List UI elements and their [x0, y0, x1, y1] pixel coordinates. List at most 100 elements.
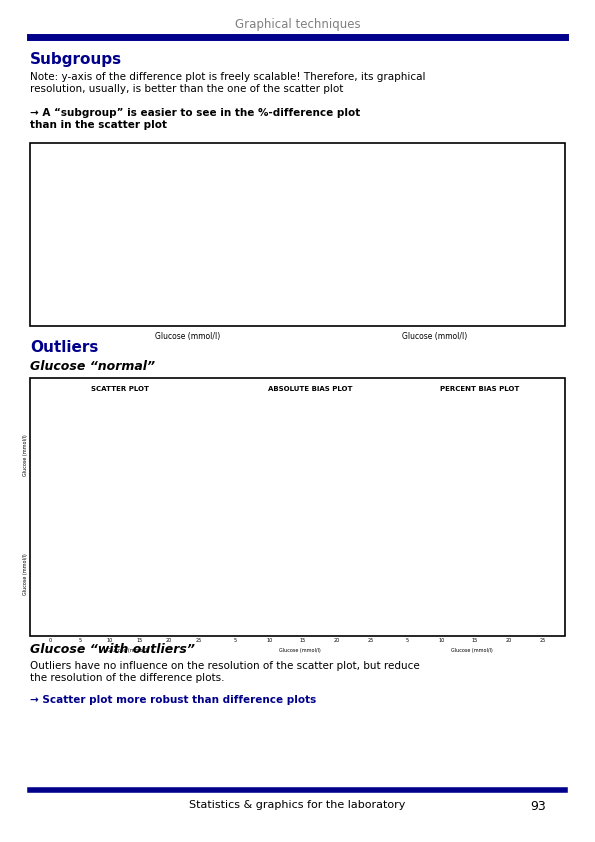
- Point: [219, 200, 228, 213]
- Point: [337, 568, 346, 582]
- Point: [440, 449, 449, 462]
- Point: [96, 470, 105, 483]
- Point: [472, 455, 481, 468]
- Point: [361, 226, 371, 240]
- Point: [373, 176, 383, 189]
- Point: [444, 462, 454, 476]
- Point: [329, 433, 339, 446]
- Point: [124, 450, 134, 464]
- Text: Outliers: Outliers: [30, 340, 98, 355]
- Point: [246, 442, 256, 456]
- Point: [315, 440, 325, 453]
- X-axis label: Glucose (mmol/l): Glucose (mmol/l): [107, 648, 148, 653]
- Point: [511, 568, 521, 581]
- Point: [521, 451, 531, 465]
- Point: [136, 437, 145, 450]
- Point: [427, 468, 437, 482]
- Point: [180, 405, 189, 418]
- Point: [413, 221, 422, 235]
- Point: [509, 567, 518, 580]
- Point: [202, 212, 212, 226]
- Point: [340, 232, 350, 245]
- Point: [406, 566, 415, 579]
- Point: [472, 221, 481, 234]
- Point: [74, 487, 84, 500]
- Point: [483, 466, 493, 480]
- Point: [450, 608, 459, 621]
- Point: [516, 568, 526, 582]
- Point: [430, 568, 439, 581]
- Point: [472, 440, 482, 453]
- Point: [520, 449, 530, 462]
- Point: [125, 567, 134, 580]
- Point: [486, 456, 495, 469]
- Point: [317, 568, 327, 581]
- Point: [430, 219, 440, 232]
- Point: [180, 527, 190, 541]
- Point: [171, 532, 180, 546]
- Point: [115, 266, 125, 280]
- Point: [386, 225, 395, 238]
- Point: [446, 219, 456, 232]
- Point: [367, 237, 377, 250]
- Point: [349, 188, 359, 201]
- Point: [90, 289, 100, 302]
- Text: ABSOLUTE BIAS PLOT: ABSOLUTE BIAS PLOT: [268, 386, 352, 392]
- Point: [403, 534, 412, 547]
- Point: [225, 568, 234, 581]
- Text: → Scatter plot more robust than difference plots: → Scatter plot more robust than differen…: [30, 695, 317, 705]
- Point: [489, 567, 499, 580]
- Point: [390, 568, 400, 581]
- Point: [426, 461, 436, 474]
- Point: [266, 566, 275, 579]
- Point: [286, 440, 296, 454]
- Point: [257, 174, 267, 188]
- Point: [521, 568, 531, 581]
- Point: [249, 568, 259, 582]
- Point: [161, 419, 171, 433]
- Point: [249, 567, 258, 580]
- Point: [306, 445, 315, 458]
- Point: [364, 226, 373, 239]
- Point: [365, 565, 375, 578]
- Point: [287, 569, 296, 583]
- Point: [459, 217, 469, 231]
- Point: [381, 464, 391, 477]
- Point: [492, 569, 502, 583]
- Point: [250, 568, 260, 582]
- Point: [70, 605, 80, 619]
- Point: [459, 565, 468, 578]
- Point: [299, 474, 309, 488]
- Point: [231, 547, 240, 561]
- Point: [328, 429, 338, 443]
- Point: [118, 270, 127, 284]
- Point: [159, 241, 168, 254]
- Point: [325, 428, 335, 441]
- Point: [169, 536, 178, 550]
- Point: [314, 569, 323, 583]
- Point: [416, 221, 426, 235]
- Point: [480, 221, 490, 235]
- Point: [330, 466, 340, 480]
- Point: [56, 616, 65, 629]
- X-axis label: Glucose (mmol/l): Glucose (mmol/l): [278, 535, 320, 539]
- X-axis label: Glucose (mmol/l): Glucose (mmol/l): [450, 535, 493, 539]
- Point: [222, 568, 231, 581]
- Point: [394, 568, 404, 582]
- Point: [500, 566, 509, 579]
- Point: [162, 419, 171, 433]
- Point: [109, 577, 118, 590]
- Point: [402, 461, 411, 475]
- Point: [75, 580, 84, 594]
- Point: [197, 216, 206, 230]
- Point: [480, 450, 490, 464]
- Point: [335, 170, 345, 184]
- Point: [516, 230, 525, 243]
- Point: [381, 568, 391, 582]
- Point: [96, 285, 105, 299]
- Y-axis label: Glucose (mmol/l): Glucose (mmol/l): [23, 434, 29, 476]
- Point: [74, 483, 83, 497]
- Point: [305, 468, 315, 482]
- Point: [61, 493, 70, 506]
- Point: [337, 219, 347, 232]
